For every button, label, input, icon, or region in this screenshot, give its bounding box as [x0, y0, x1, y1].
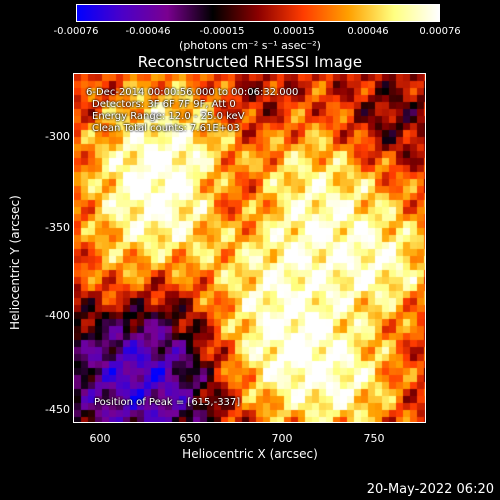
plot-area: 6-Dec-2014 00:00:56.000 to 00:06:32.000 … — [73, 73, 426, 423]
colorbar — [76, 4, 440, 22]
x-tick-label: 700 — [271, 432, 293, 445]
heatmap-image — [74, 74, 425, 422]
counts-label: Clean Total counts: 7.61E+03 — [92, 123, 240, 134]
x-tick-label: 600 — [89, 432, 111, 445]
time-range-label: 6-Dec-2014 00:00:56.000 to 00:06:32.000 — [86, 87, 299, 98]
y-axis-label: Heliocentric Y (arcsec) — [8, 195, 22, 330]
colorbar-tick: -0.00076 — [53, 26, 99, 37]
colorbar-tick: -0.00015 — [199, 26, 245, 37]
y-tick-label: -400 — [45, 309, 70, 322]
x-tick-label: 750 — [363, 432, 385, 445]
x-axis-label: Heliocentric X (arcsec) — [182, 447, 318, 461]
colorbar-tick: 0.00046 — [347, 26, 389, 37]
detectors-label: Detectors: 3F 6F 7F 9F, Att 0 — [92, 99, 236, 110]
colorbar-tick: -0.00046 — [125, 26, 171, 37]
y-tick-label: -300 — [45, 130, 70, 143]
colorbar-tick: 0.00076 — [419, 26, 461, 37]
x-tick-label: 650 — [179, 432, 201, 445]
chart-title: Reconstructed RHESSI Image — [137, 53, 363, 71]
colorbar-units: (photons cm⁻² s⁻¹ asec⁻²) — [179, 39, 321, 52]
colorbar-tick: 0.00015 — [273, 26, 315, 37]
render-timestamp: 20-May-2022 06:20 — [366, 482, 494, 497]
peak-position-label: Position of Peak = [615,-337] — [94, 397, 241, 408]
y-tick-label: -450 — [45, 403, 70, 416]
energy-range-label: Energy Range: 12.0 - 25.0 keV — [92, 111, 245, 122]
y-tick-label: -350 — [45, 221, 70, 234]
